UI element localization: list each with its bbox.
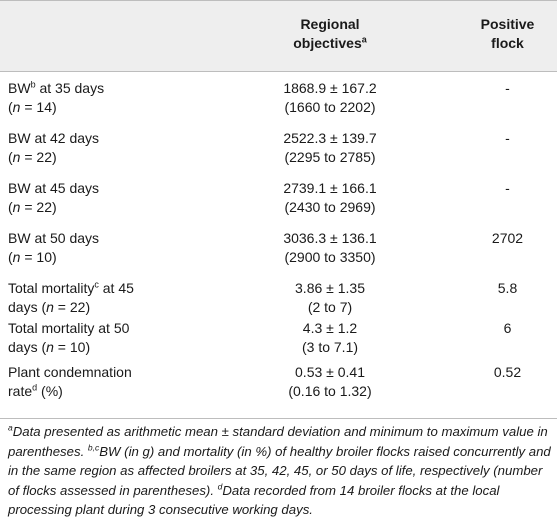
row-positive-value: 5.8 — [497, 280, 518, 296]
table-row: BW at 50 days (n = 10) 3036.3 ± 136.1 (2… — [0, 229, 557, 279]
header-col3-line2: flock — [491, 35, 524, 51]
table-row: BWb at 35 days (n = 14) 1868.9 ± 167.2 (… — [0, 79, 557, 129]
row-regional-value: 2522.3 ± 139.7 (2295 to 2785) — [283, 130, 377, 165]
footnote-bc-text: BW (in g) and mortality (in %) of health… — [8, 443, 551, 498]
row-positive-value: - — [505, 180, 510, 196]
row-positive-value: - — [505, 130, 510, 146]
footnote-a-marker: a — [8, 422, 13, 433]
table-row: Plant condemnation rated (%) 0.53 ± 0.41… — [0, 363, 557, 413]
row-label: Total mortalityc at 45 days (n = 22) — [8, 279, 134, 315]
table-row: Total mortalityc at 45 days (n = 22) 3.8… — [0, 279, 557, 329]
row-label: BWb at 35 days (n = 14) — [8, 79, 105, 115]
header-regional-objectives: Regional objectivesa — [230, 15, 430, 53]
row-label: Total mortality at 50 days (n = 10) — [8, 320, 130, 355]
row-positive-value: - — [505, 80, 510, 96]
table-row: BW at 42 days (n = 22) 2522.3 ± 139.7 (2… — [0, 129, 557, 179]
header-col3-line1: Positive — [480, 16, 535, 32]
table-row: BW at 45 days (n = 22) 2739.1 ± 166.1 (2… — [0, 179, 557, 229]
header-positive-flock: Positive flock — [450, 15, 557, 53]
table-header: Regional objectivesa Positive flock — [0, 0, 557, 72]
row-positive-value: 2702 — [491, 230, 524, 246]
table-footnote: aData presented as arithmetic mean ± sta… — [8, 422, 553, 520]
footnote-d-marker: d — [217, 481, 223, 492]
header-col2-sup: a — [361, 34, 367, 45]
row-positive-value: 0.52 — [493, 364, 522, 380]
row-label: BW at 50 days (n = 10) — [8, 230, 100, 265]
footnote-a-text: Data presented as arithmetic mean ± stan… — [8, 424, 548, 459]
row-label: BW at 45 days (n = 22) — [8, 180, 100, 215]
footnote-d-text: Data recorded from 14 broiler flocks at … — [8, 482, 500, 518]
table-row: Total mortality at 50 days (n = 10) 4.3 … — [0, 319, 557, 369]
header-col2-line2: objectives — [293, 35, 362, 51]
row-regional-value: 0.53 ± 0.41 (0.16 to 1.32) — [288, 364, 372, 399]
row-regional-value: 3036.3 ± 136.1 (2900 to 3350) — [283, 230, 377, 265]
footnote-bc-marker: b,c — [87, 442, 100, 453]
footnote-divider — [0, 418, 557, 419]
row-regional-value: 4.3 ± 1.2 (3 to 7.1) — [301, 320, 359, 355]
row-regional-value: 1868.9 ± 167.2 (1660 to 2202) — [283, 80, 377, 115]
row-positive-value: 6 — [503, 320, 512, 336]
row-regional-value: 2739.1 ± 166.1 (2430 to 2969) — [283, 180, 377, 215]
row-label: BW at 42 days (n = 22) — [8, 130, 100, 165]
row-regional-value: 3.86 ± 1.35 (2 to 7) — [295, 280, 365, 315]
header-col2-line1: Regional — [300, 16, 360, 32]
row-label: Plant condemnation rated (%) — [8, 364, 132, 399]
